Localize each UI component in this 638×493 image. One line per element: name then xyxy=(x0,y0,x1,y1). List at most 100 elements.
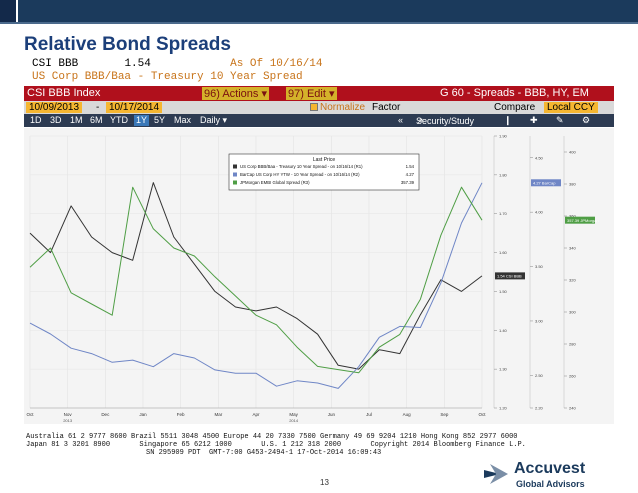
legend-series-value: 1.54 xyxy=(406,164,415,169)
slide-top-bar xyxy=(0,0,638,22)
legend-series-name: BarCap US Corp HY YTW - 10 Year Spread -… xyxy=(240,172,360,177)
spread-chart: Oct Nov Dec Jan Feb Mar Apr May Jun Jul Aug Sep Oct 2… xyxy=(24,128,614,424)
edit-menu[interactable]: 97) Edit ▾ xyxy=(286,87,337,100)
footer-line-1: Australia 61 2 9777 8600 Brazil 5511 304… xyxy=(26,433,518,441)
y-tick-label: 1.60 xyxy=(499,250,508,255)
value-tag-text: 357.39 JPMorgan xyxy=(567,218,599,223)
actions-menu[interactable]: 96) Actions ▾ xyxy=(202,87,269,100)
settings-icon[interactable]: ⚙ xyxy=(582,115,591,125)
x-year-label: 2013 xyxy=(63,418,73,423)
y-tick-label: 1.40 xyxy=(499,328,508,333)
x-tick-label: Apr xyxy=(252,412,260,417)
legend-box xyxy=(228,153,420,191)
x-tick-label: Aug xyxy=(403,412,412,417)
logo-name: Accuvest xyxy=(514,460,586,477)
x-tick-label: Oct xyxy=(26,412,34,417)
y-tick-label: 400 xyxy=(569,150,576,155)
y-tick-label: 2.50 xyxy=(535,373,544,378)
chart-axes: Oct Nov Dec Jan Feb Mar Apr May Jun Jul Aug Sep Oct 2… xyxy=(26,134,576,424)
range-toolbar: 1D 3D 1M 6M YTD 1Y 5Y Max Daily ▾ « ↗ Se… xyxy=(24,114,614,127)
series-line-r2 xyxy=(29,182,483,389)
x-year-label: 2014 xyxy=(289,418,299,423)
range-1d[interactable]: 1D xyxy=(30,115,42,125)
x-tick-label: Dec xyxy=(101,412,110,417)
range-3d[interactable]: 3D xyxy=(50,115,62,125)
start-date-field[interactable]: 10/09/2013 xyxy=(26,102,83,113)
series-line-r3 xyxy=(29,186,483,374)
page-title: G 60 - Spreads - BBB, HY, EM xyxy=(440,87,589,99)
x-tick-label: Jul xyxy=(366,412,372,417)
y-tick-label: 4.50 xyxy=(535,155,544,160)
logo-mark-icon xyxy=(484,464,508,484)
x-tick-label: Sep xyxy=(440,412,449,417)
page-number: 13 xyxy=(320,478,329,487)
x-tick-label: Jan xyxy=(139,412,147,417)
normalize-checkbox[interactable] xyxy=(310,103,318,111)
draw-icon[interactable]: ✎ xyxy=(556,115,564,125)
y-tick-label: 3.50 xyxy=(535,264,544,269)
company-logo: Accuvest Global Advisors xyxy=(482,460,632,490)
legend-series-name: JPMorgan EMBI Global Spread (R3) xyxy=(240,180,310,185)
currency-select[interactable]: Local CCY xyxy=(544,102,598,113)
range-max[interactable]: Max xyxy=(174,115,192,125)
range-ytd[interactable]: YTD xyxy=(110,115,128,125)
collapse-icon[interactable]: « xyxy=(398,115,404,125)
value-tag-text: 4.27 BarCap xyxy=(533,180,556,185)
header-ticker: CSI BBB xyxy=(32,58,79,70)
x-tick-label: May xyxy=(289,412,298,417)
slide-top-rule xyxy=(0,22,638,24)
legend-series-value: 4.27 xyxy=(406,172,415,177)
factor-field[interactable]: Factor xyxy=(372,102,401,113)
header-asof: As Of 10/16/14 xyxy=(230,58,323,70)
legend-title: Last Price xyxy=(313,157,335,163)
slide-top-bar-edge xyxy=(0,0,18,22)
chart-type-icon[interactable]: ❙ xyxy=(504,115,512,125)
bloomberg-screen: CSI BBB 1.54 As Of 10/16/14 US Corp BBB/… xyxy=(24,58,614,434)
normalize-option[interactable]: Normalize xyxy=(310,102,365,113)
security-study-label: Security/Study xyxy=(416,116,475,126)
footer-line-2: Japan 81 3 3201 8900 Singapore 65 6212 1… xyxy=(26,441,526,449)
value-tag-r2 xyxy=(531,179,561,187)
y-tick-label: 380 xyxy=(569,182,576,187)
normalize-label: Normalize xyxy=(320,102,366,113)
range-5y[interactable]: 5Y xyxy=(154,115,166,125)
legend-swatch xyxy=(233,180,237,185)
header-value: 1.54 xyxy=(124,58,151,70)
date-range-bar: 10/09/2013 - 10/17/2014 Normalize Factor… xyxy=(24,101,614,114)
y-tick-label: 240 xyxy=(569,406,576,411)
x-tick-label: Oct xyxy=(478,412,486,417)
logo-subtitle: Global Advisors xyxy=(516,479,585,489)
y-tick-label: 280 xyxy=(569,342,576,347)
end-date-field[interactable]: 10/17/2014 xyxy=(106,102,163,113)
compare-button[interactable]: Compare xyxy=(494,102,536,113)
y-tick-label: 2.20 xyxy=(535,406,544,411)
legend-swatch xyxy=(233,172,237,177)
y-tick-label: 360 xyxy=(569,214,576,219)
crosshair-icon[interactable]: ✚ xyxy=(530,115,538,125)
y-tick-label: 1.30 xyxy=(499,367,508,372)
chart-line-icon: ↗ xyxy=(416,116,424,126)
footer-line-3: SN 295909 PDT GMT-7:00 G453-2494-1 17-Oc… xyxy=(146,449,382,457)
index-label: CSI BBB Index xyxy=(27,87,101,99)
y-tick-label: 1.90 xyxy=(499,134,508,139)
y-tick-label: 3.00 xyxy=(535,318,544,323)
range-1y[interactable]: 1Y xyxy=(134,115,150,126)
y-tick-label: 4.00 xyxy=(535,210,544,215)
y-tick-label: 1.70 xyxy=(499,211,508,216)
y-tick-label: 300 xyxy=(569,310,576,315)
x-tick-label: Jun xyxy=(328,412,336,417)
date-separator: - xyxy=(96,102,100,113)
range-6m[interactable]: 6M xyxy=(90,115,103,125)
y-tick-label: 340 xyxy=(569,246,576,251)
security-header: CSI BBB 1.54 As Of 10/16/14 xyxy=(32,58,323,72)
chart-legend: Last Price US Corp BBB/Baa - Treasury 10… xyxy=(228,153,420,191)
frequency-select[interactable]: Daily ▾ xyxy=(200,115,228,125)
x-tick-label: Mar xyxy=(214,412,222,417)
header-description: US Corp BBB/Baa - Treasury 10 Year Sprea… xyxy=(32,71,303,83)
range-1m[interactable]: 1M xyxy=(70,115,83,125)
slide-title: Relative Bond Spreads xyxy=(24,34,231,55)
chart-lines xyxy=(29,182,483,389)
chart-value-tags: 1.54 CSI BBB 4.27 BarCap 357.39 JPMorgan xyxy=(495,179,599,280)
value-tag-r3 xyxy=(565,216,595,224)
x-tick-label: Feb xyxy=(177,412,185,417)
